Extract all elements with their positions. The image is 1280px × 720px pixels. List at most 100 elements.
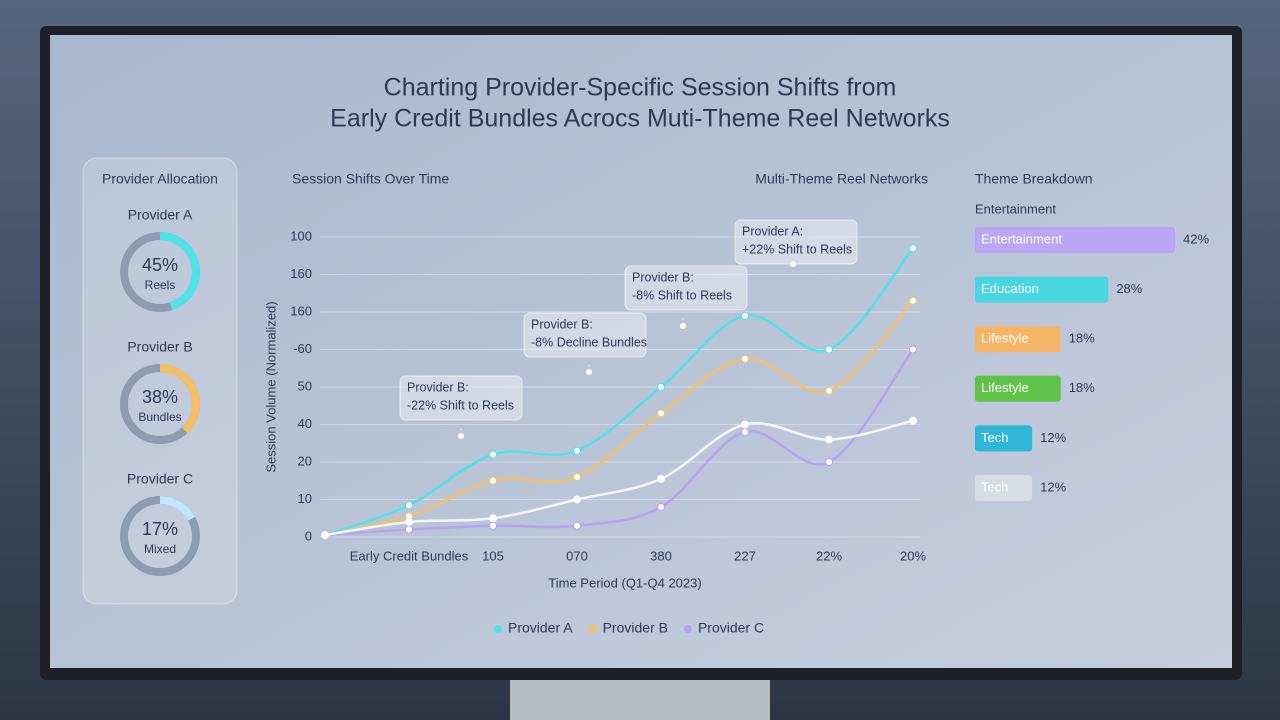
donut-caption: Mixed xyxy=(144,542,176,556)
x-tick-label: 22% xyxy=(816,548,842,563)
theme-name: Entertainment xyxy=(981,231,1062,246)
callout-dot xyxy=(680,323,686,329)
y-tick-label: 20 xyxy=(298,453,312,468)
point xyxy=(405,501,413,510)
callout-text: -22% Shift to Reels xyxy=(407,398,514,412)
legend-swatch xyxy=(683,625,692,633)
title-line: Charting Provider-Specific Session Shift… xyxy=(384,74,897,102)
x-tick-label: 227 xyxy=(734,548,756,563)
callout-text: -8% Shift to Reels xyxy=(632,288,732,302)
point xyxy=(741,354,749,363)
theme-value: 12% xyxy=(1040,430,1066,445)
y-tick-label: 0 xyxy=(305,528,312,543)
theme-name: Tech xyxy=(981,479,1008,494)
theme-value: 18% xyxy=(1069,380,1095,395)
x-tick-label: 20% xyxy=(900,548,926,563)
theme-bar xyxy=(975,475,1033,501)
y-tick-label: 160 xyxy=(290,266,312,281)
point xyxy=(909,244,917,253)
point xyxy=(657,409,665,418)
donut-value: 17% xyxy=(142,519,178,539)
donut-value: 45% xyxy=(142,255,178,275)
callout-text: +22% Shift to Reels xyxy=(742,242,852,256)
callout-title: Provider B: xyxy=(632,270,694,284)
theme-value: 28% xyxy=(1116,281,1142,296)
y-tick-label: -60 xyxy=(293,341,312,356)
theme-name: Lifestyle xyxy=(981,331,1029,346)
point xyxy=(489,476,497,485)
point xyxy=(405,518,413,526)
x-axis-label: Time Period (Q1-Q4 2023) xyxy=(548,575,701,590)
legend-label: Provider B xyxy=(603,620,668,636)
donut-caption: Reels xyxy=(145,278,176,292)
donut-arc xyxy=(120,496,200,576)
point xyxy=(573,521,581,530)
legend-label: Provider C xyxy=(698,620,764,636)
point xyxy=(573,495,581,504)
callout-box xyxy=(399,375,523,421)
point xyxy=(825,435,833,444)
theme-bar xyxy=(975,227,1175,253)
callout-box xyxy=(523,312,647,358)
theme-name: Lifestyle xyxy=(981,380,1029,395)
x-tick-label: 070 xyxy=(566,548,588,563)
x-tick-label: 380 xyxy=(650,548,672,563)
y-tick-label: 40 xyxy=(298,416,312,431)
y-axis-label: Session Volume (Normalized) xyxy=(263,301,278,472)
theme-bar xyxy=(975,375,1061,402)
theme-bar xyxy=(975,326,1061,353)
theme-bar xyxy=(975,276,1109,303)
point xyxy=(573,446,581,455)
y-tick-label: 100 xyxy=(290,228,312,243)
chart-subtitle: Multi-Theme Reel Networks xyxy=(755,171,928,187)
legend-label: Provider A xyxy=(508,620,573,636)
callout-box xyxy=(624,265,748,311)
callout-box xyxy=(734,219,858,265)
x-tick-label: 105 xyxy=(482,548,504,563)
y-tick-label: 10 xyxy=(298,491,312,506)
point xyxy=(321,531,329,540)
theme-bar xyxy=(975,425,1033,452)
point xyxy=(489,521,497,530)
donut-arc xyxy=(120,232,200,312)
point xyxy=(657,503,665,511)
provider-name: Provider C xyxy=(127,471,193,487)
point xyxy=(741,311,749,320)
point xyxy=(909,345,917,354)
point xyxy=(825,345,833,354)
themes-heading: Theme Breakdown xyxy=(975,171,1093,187)
callout-title: Provider B: xyxy=(531,317,593,331)
series-line xyxy=(324,419,914,537)
point xyxy=(825,458,833,466)
y-tick-label: 160 xyxy=(290,303,312,318)
point xyxy=(741,428,749,436)
chart-title: Session Shifts Over Time xyxy=(292,171,449,187)
point xyxy=(489,514,497,523)
themes-subheading: Entertainment xyxy=(975,201,1056,216)
donut-arc xyxy=(120,364,200,444)
theme-value: 12% xyxy=(1040,479,1066,494)
legend-swatch xyxy=(588,625,597,633)
theme-name: Education xyxy=(981,281,1039,296)
donut-value: 38% xyxy=(142,387,178,407)
point xyxy=(657,383,665,391)
callout-dot xyxy=(458,433,464,439)
panel-heading: Provider Allocation xyxy=(102,171,218,187)
point xyxy=(741,420,749,429)
theme-value: 18% xyxy=(1069,331,1095,346)
callout-title: Provider B: xyxy=(407,380,469,394)
callout-text: -8% Decline Bundles xyxy=(531,335,647,349)
provider-name: Provider B xyxy=(127,339,192,355)
title-line: Early Credit Bundles Acrocs Muti-Theme R… xyxy=(330,105,950,133)
provider-name: Provider A xyxy=(128,207,193,223)
x-tick-label: Early Credit Bundles xyxy=(350,548,469,563)
point xyxy=(909,416,917,425)
point xyxy=(909,296,917,305)
point xyxy=(573,473,581,481)
theme-name: Tech xyxy=(981,430,1008,445)
y-tick-label: 50 xyxy=(298,378,312,393)
donut-caption: Bundles xyxy=(138,410,181,424)
callout-title: Provider A: xyxy=(742,224,803,238)
